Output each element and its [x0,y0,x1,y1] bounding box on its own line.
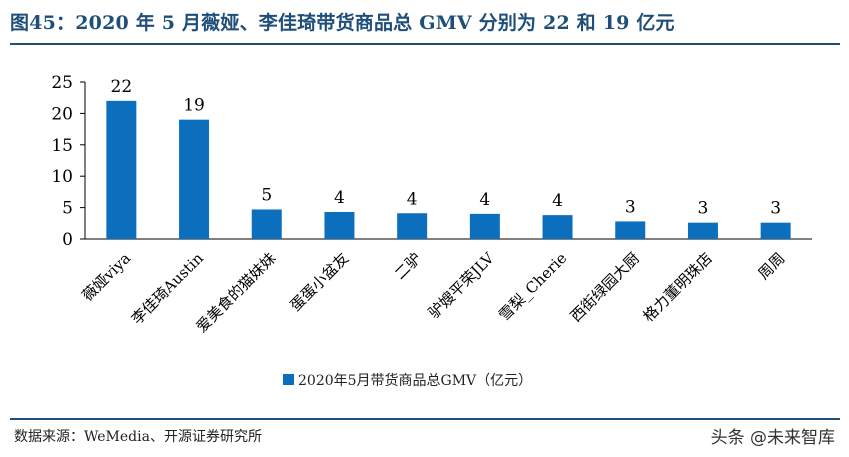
bar [397,213,428,239]
bar [687,222,718,239]
data-label: 4 [479,190,490,210]
y-tick-label: 25 [51,73,73,93]
data-label: 4 [334,188,345,208]
chart-title: 图45：2020 年 5 月薇娅、李佳琦带货商品总 GMV 分别为 22 和 1… [10,12,675,34]
bar [106,100,137,239]
data-label: 4 [407,189,418,209]
legend-swatch [283,374,294,385]
title-divider [10,43,840,45]
bar-series: 22 19 5 4 4 4 4 3 3 3 [106,77,791,239]
y-tick-label: 5 [62,199,73,219]
data-label: 3 [698,199,709,219]
data-label: 5 [261,185,272,205]
data-label: 19 [183,96,205,116]
watermark: 头条 @未来智库 [710,428,835,448]
bar [324,211,355,239]
data-label: 3 [625,197,636,217]
x-tick-label: 薇娅viya [79,249,135,305]
bar [542,215,573,239]
x-tick-label: 李佳琦Austin [128,249,207,328]
x-tick-label: 雪梨_Cherie [495,249,570,324]
x-tick-label: 二驴 [391,249,425,283]
x-tick-label: 蛋蛋小盆友 [287,249,353,315]
x-tick-label: 格力董明珠店 [639,249,715,325]
bar [469,213,500,239]
bar [760,222,791,239]
bar [179,119,210,239]
legend: 2020年5月带货商品总GMV（亿元） [283,372,532,389]
footer-divider [10,418,840,420]
y-tick-label: 10 [51,167,73,187]
source-note: 数据来源：WeMedia、开源证券研究所 [14,429,262,445]
data-label: 3 [770,199,781,219]
y-tick-label: 20 [51,104,73,124]
x-tick-label: 驴嫂平荣JLV [425,248,499,322]
x-tick-label: 西街绿园大厨 [567,249,643,325]
legend-label: 2020年5月带货商品总GMV（亿元） [298,372,532,389]
bar [251,209,282,239]
x-tick-label: 周周 [755,249,789,283]
data-label: 22 [111,77,133,97]
y-tick-label: 0 [62,230,73,250]
data-label: 4 [552,191,563,211]
bar [615,221,646,239]
y-tick-label: 15 [51,136,73,156]
